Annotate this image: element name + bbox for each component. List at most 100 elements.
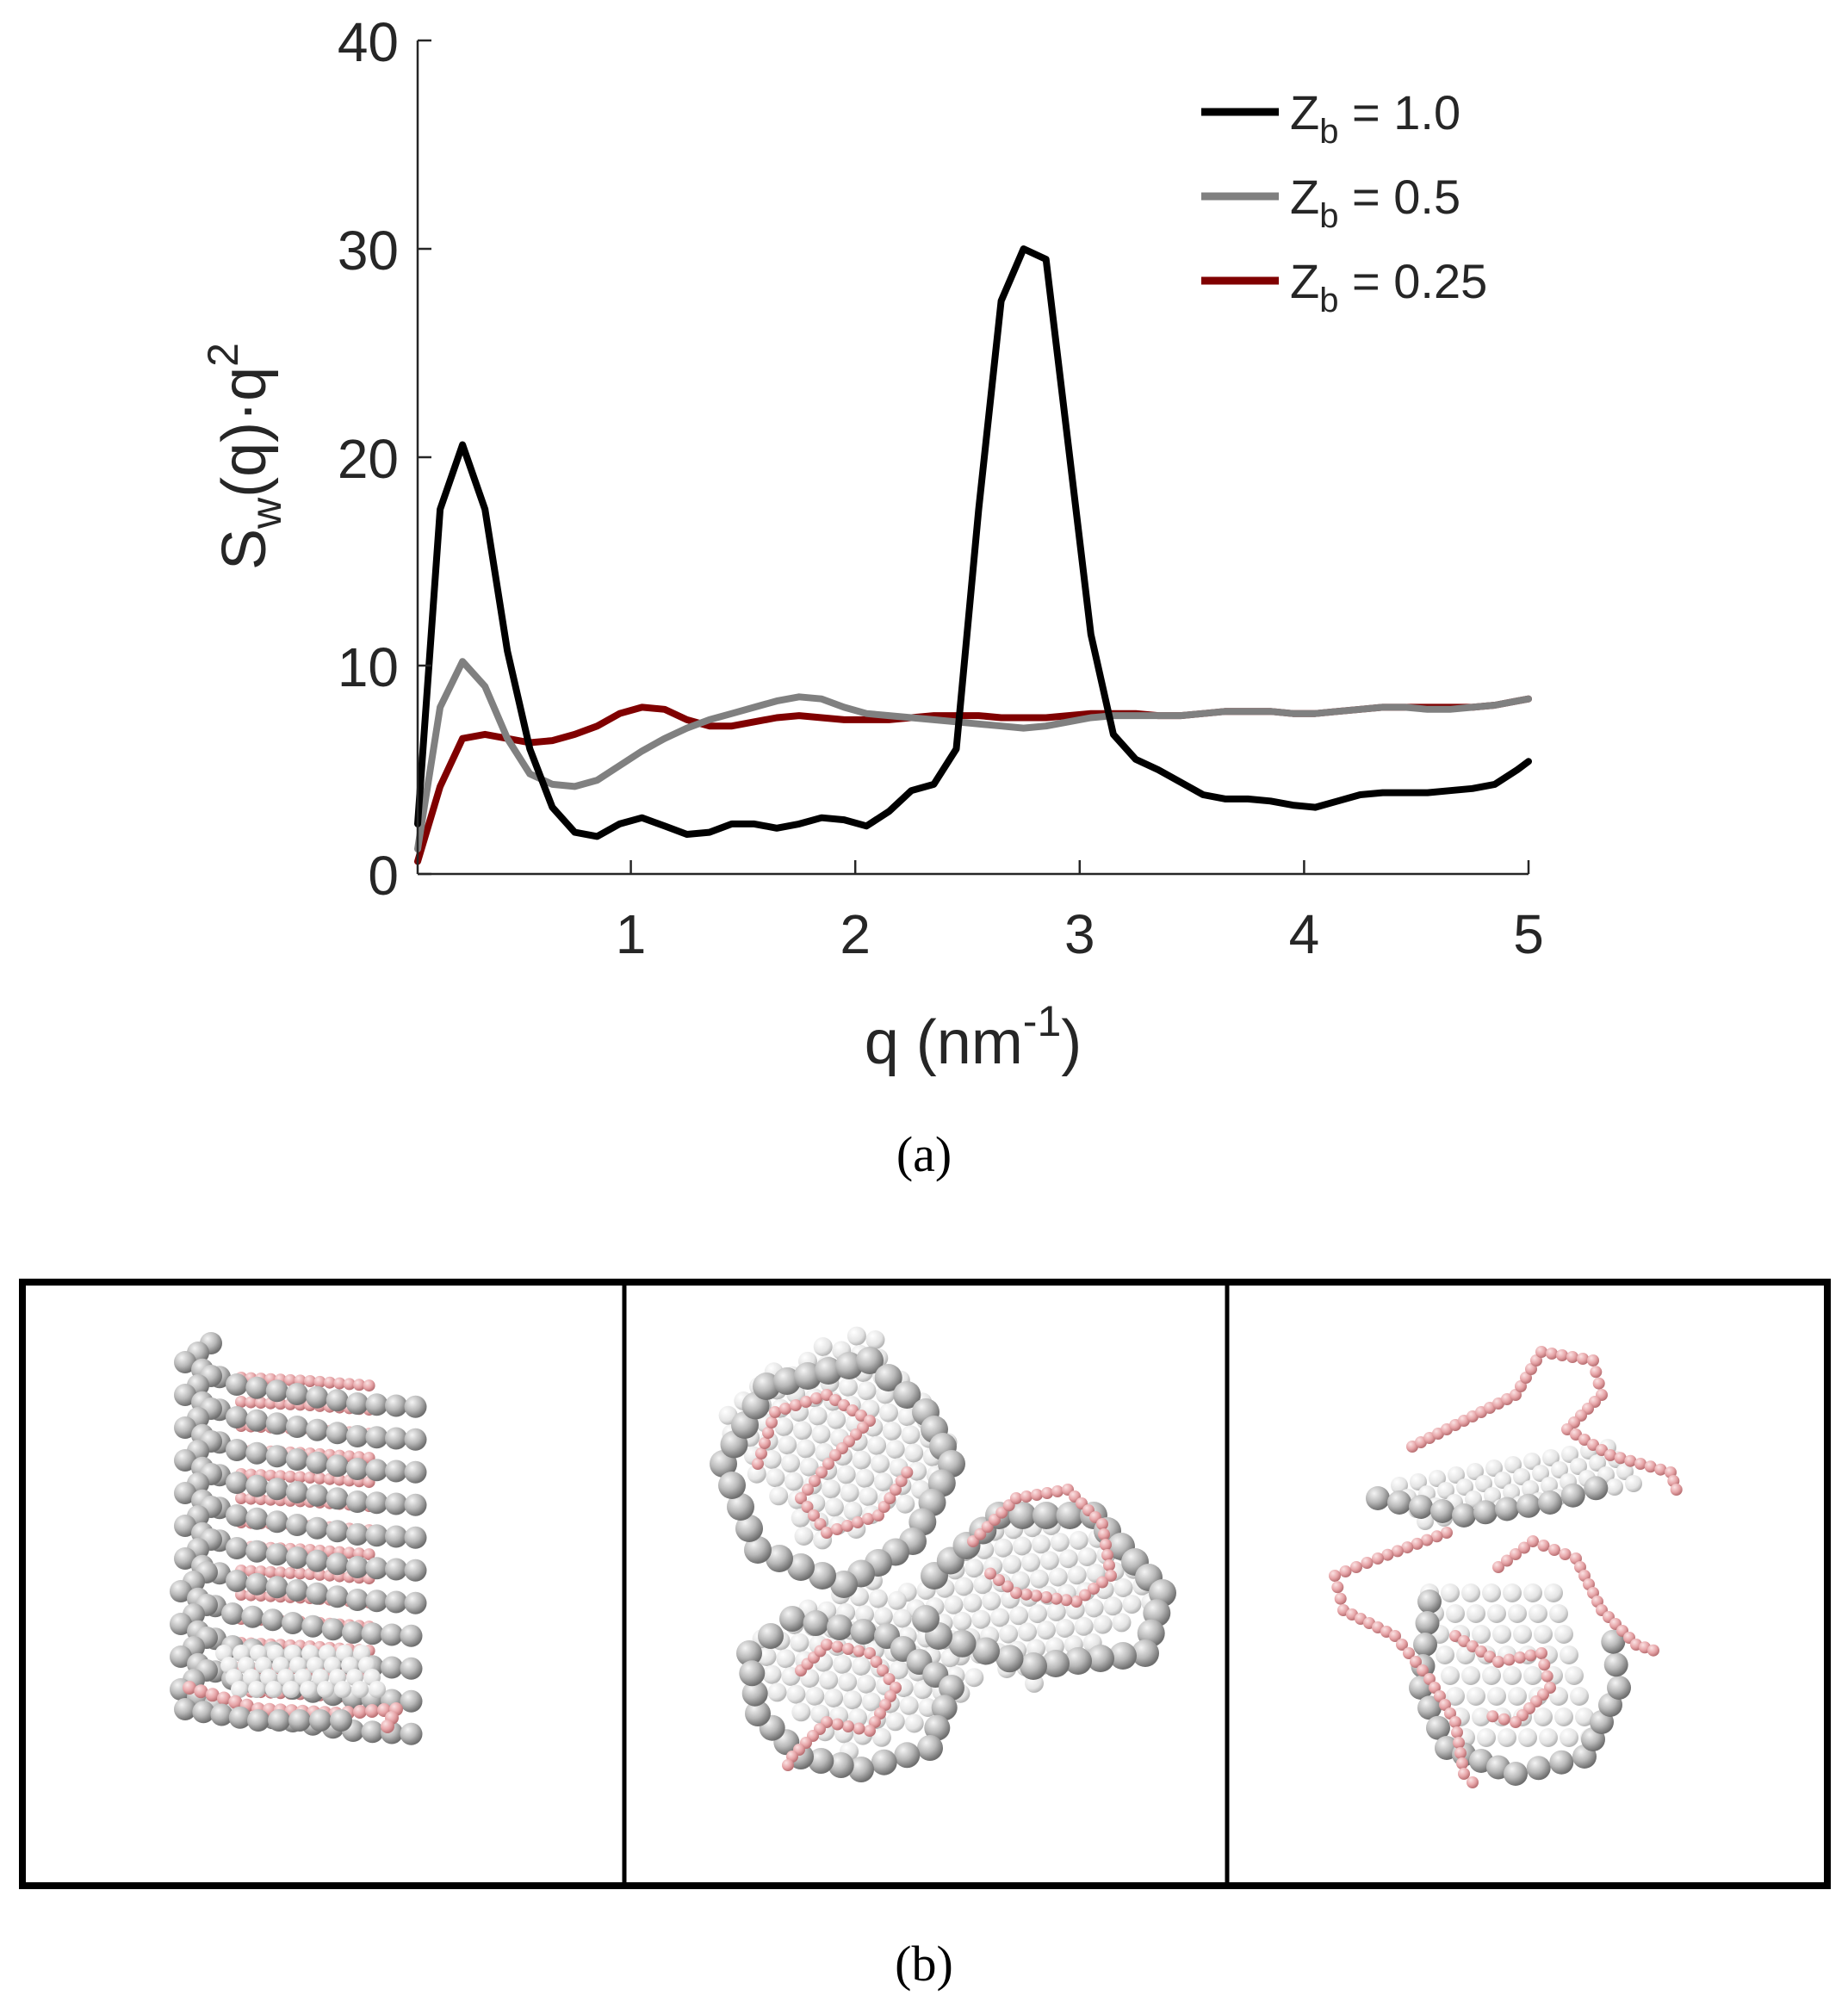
polymer-bead [1634,1458,1646,1470]
sheet-bead [839,1377,858,1397]
sheet-bead [1575,1707,1594,1726]
polymer-bead [353,1705,367,1719]
y-tick-label: 40 [338,11,399,73]
sheet-bead [221,1602,244,1625]
sheet-bead [326,1389,349,1412]
sheet-rim-bead [815,1357,842,1385]
sheet-rim-bead [1430,1499,1454,1523]
sheet-bead [868,1589,888,1608]
sheet-bead [346,1392,369,1415]
sheet-bead [944,1595,964,1614]
sheet-rim-bead [1409,1495,1433,1519]
polymer-bead [872,1509,884,1521]
sheet-bead [245,1540,269,1563]
sheet-rim-bead [745,1701,771,1726]
polymer-bead [1096,1576,1108,1589]
polymer-bead [1486,1710,1499,1723]
sheet-bead [346,1556,369,1578]
sheet-bead [385,1558,407,1581]
sheet-bead [792,1421,812,1441]
polymer-bead [755,1447,767,1459]
polymer-bead [1538,1658,1551,1671]
polymer-bead [1566,1351,1578,1363]
sheet-bead [404,1559,427,1582]
series-line-1 [414,658,1532,852]
sheet-bead [1112,1613,1132,1633]
y-tick-label: 20 [338,428,399,490]
sheet-bead [973,1575,993,1595]
polymer-bead [343,1546,356,1559]
sheet-rim-bead [1560,1483,1585,1508]
sheet-bead [309,1709,332,1732]
polymer-bead [333,1377,346,1390]
polymer-bead [1060,1594,1073,1607]
polymer-bead [1590,1366,1603,1379]
snapshot-lamellar-stack [170,1332,427,1745]
sheet-bead [805,1686,825,1706]
sheet-rim-bead [939,1675,964,1701]
sheet-bead [381,1623,403,1646]
polymer-bead [762,1427,774,1439]
sheet-bead [365,1426,388,1449]
sheet-bead [999,1624,1019,1644]
polymer-bead [1430,1530,1443,1543]
polymer-bead [1453,1737,1465,1749]
sheet-bead [321,1618,344,1641]
sheet-bead [306,1549,329,1572]
polymer-bead [1403,1647,1415,1659]
polymer-bead [752,1458,764,1470]
sheet-bead [819,1670,839,1690]
sheet-bead [317,1681,334,1698]
sheet-rim-bead [912,1605,940,1633]
sheet-bead [840,1483,859,1503]
polymer-bead [1070,1596,1082,1608]
sheet-bead [306,1451,329,1474]
sheet-bead [306,1484,329,1507]
polymer-bead [1103,1559,1115,1571]
polymer-bead [766,1416,778,1428]
y-ticks: 0 10 20 30 40 [338,11,431,907]
sheet-bead [346,1425,369,1447]
sheet-bead [871,1727,891,1747]
polymer-bead [313,1472,326,1484]
sheet-bead [365,1557,388,1580]
polymer-bead [304,1472,316,1484]
sheet-bead [226,1504,248,1527]
sheet-bead [889,1660,908,1680]
sheet-rim-bead [917,1735,943,1761]
polymer-bead [1096,1518,1108,1530]
sheet-rim-bead [1603,1652,1628,1677]
polymer-bead [1527,1535,1539,1547]
sheet-bead [346,1589,369,1611]
sheet-rim-bead [995,1645,1024,1673]
polymer-bead [1451,1726,1463,1738]
sheet-bead [865,1330,885,1349]
sheet-bead [1541,1477,1558,1494]
sheet-bead [404,1428,427,1451]
sheet-bead [1554,1707,1573,1726]
sheet-bead [1503,1583,1522,1602]
sheet-bead [1028,1604,1047,1624]
sheet-bead [833,1654,853,1674]
sheet-bead [326,1487,349,1510]
polymer-bead [1614,1452,1627,1465]
sheet-bead [1472,1707,1491,1726]
sheet-bead [1534,1625,1553,1644]
sheet-bead [1436,1645,1454,1664]
sheet-bead [306,1582,329,1605]
sheet-bead [1532,1465,1549,1482]
polymer-bead [1051,1485,1064,1497]
sheet-rim-bead [766,1545,793,1572]
polymer-bead [802,1484,814,1496]
sheet-bead [1467,1463,1484,1480]
sheet-bead [365,1459,388,1482]
polymer-bead [343,1378,356,1391]
sheet-bead [791,1508,810,1528]
polymer-bead [1467,1776,1479,1788]
sheet-bead [1429,1470,1446,1487]
sheet-bead [1448,1466,1465,1484]
sheet-bead [1625,1475,1642,1492]
polymer-bead [1381,1548,1394,1561]
polymer-bead [1339,1565,1352,1577]
sheet-bead [1492,1625,1511,1644]
